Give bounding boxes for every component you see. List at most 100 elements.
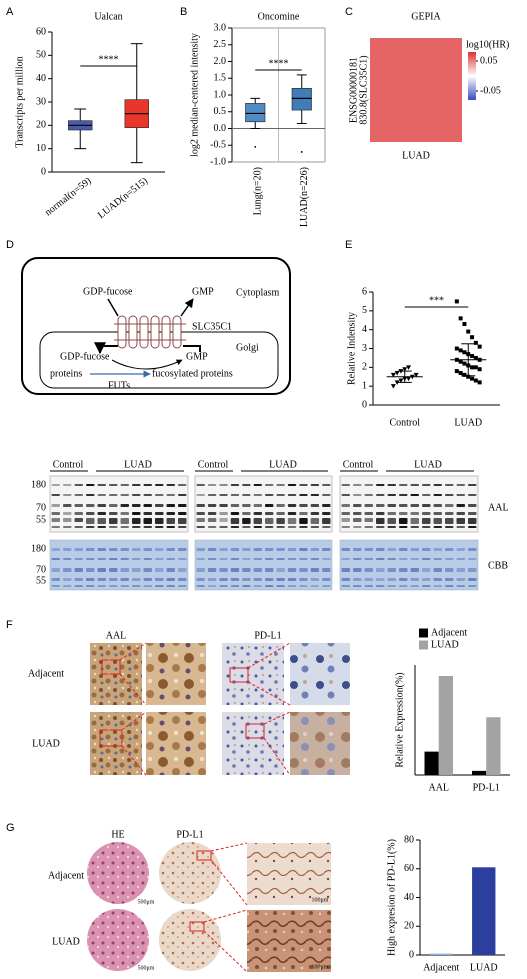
label: Golgi — [236, 342, 259, 353]
band — [399, 548, 408, 551]
band — [276, 504, 285, 507]
band — [433, 558, 442, 560]
x-tick-label: Control — [389, 417, 420, 428]
band — [74, 568, 83, 572]
band — [230, 558, 240, 560]
band — [166, 484, 175, 486]
blot — [49, 475, 189, 533]
band — [287, 578, 297, 581]
y-tick-label: 60 — [404, 863, 414, 874]
point — [470, 376, 475, 381]
band — [376, 548, 385, 551]
column-label: HE — [111, 829, 124, 840]
band — [109, 512, 118, 515]
band — [166, 504, 175, 507]
row-label: Adjacent — [28, 668, 64, 679]
band — [120, 512, 129, 515]
arrow — [180, 298, 194, 317]
band — [468, 558, 477, 560]
band — [51, 568, 60, 572]
band — [196, 494, 205, 496]
band — [387, 494, 396, 496]
band — [299, 548, 308, 551]
band — [143, 494, 152, 496]
point — [394, 380, 400, 385]
band — [63, 558, 72, 560]
band — [265, 512, 274, 515]
band — [445, 526, 454, 528]
band — [410, 568, 419, 572]
band — [219, 494, 228, 496]
band — [468, 504, 477, 507]
row-label: Adjacent — [48, 870, 84, 881]
point — [473, 365, 478, 370]
image — [247, 843, 331, 905]
band — [445, 512, 454, 515]
band — [86, 548, 95, 551]
band — [445, 568, 454, 572]
scale-bar-label: 500μm — [138, 965, 155, 971]
band — [51, 558, 60, 560]
marker-label: 55 — [36, 575, 46, 586]
band — [196, 578, 205, 581]
band — [456, 484, 465, 486]
image — [247, 910, 331, 972]
band — [63, 494, 72, 496]
band — [364, 484, 373, 486]
band — [219, 512, 228, 515]
band — [120, 494, 129, 496]
band — [410, 578, 419, 581]
band — [132, 585, 141, 587]
band — [410, 518, 419, 524]
band — [276, 568, 285, 572]
y-axis-label: Relative Indensity — [346, 312, 357, 385]
band — [353, 484, 362, 486]
band — [287, 504, 297, 507]
blot — [339, 475, 479, 533]
x-tick-label: LUAD(n=226) — [299, 167, 310, 227]
point — [406, 365, 412, 370]
band — [196, 585, 205, 587]
band — [178, 518, 187, 524]
point — [473, 378, 478, 383]
band — [310, 558, 320, 560]
band — [399, 558, 408, 560]
band — [178, 526, 187, 528]
band — [178, 585, 187, 587]
band — [265, 494, 274, 496]
image — [87, 909, 149, 971]
band — [230, 494, 240, 496]
point — [458, 348, 463, 353]
band — [276, 518, 285, 524]
band — [456, 558, 465, 560]
band — [74, 585, 83, 587]
label: GDP-fucose — [83, 286, 133, 297]
band — [387, 484, 396, 486]
band — [399, 578, 408, 581]
band — [468, 585, 477, 587]
diagram: GDP-fucose GMP Cytoplasm SLC35C1 Golgi G… — [21, 257, 291, 395]
band — [143, 512, 152, 515]
band — [310, 568, 320, 572]
band — [287, 558, 297, 560]
band — [120, 518, 129, 524]
point — [454, 299, 459, 304]
band — [63, 568, 72, 572]
band — [322, 548, 331, 551]
band — [178, 548, 187, 551]
band — [51, 585, 60, 587]
band — [322, 558, 331, 560]
band — [456, 512, 465, 515]
band — [219, 484, 228, 486]
arrow — [183, 345, 201, 352]
x-tick-label: AAL — [428, 782, 449, 793]
x-tick-label: normal(n=59) — [43, 176, 94, 219]
band — [433, 484, 442, 486]
band — [143, 526, 152, 528]
y-tick-label: 2 — [362, 362, 367, 373]
band — [299, 526, 308, 528]
y-tick-label: 1.5 — [214, 73, 227, 84]
band — [310, 526, 320, 528]
band — [166, 526, 175, 528]
